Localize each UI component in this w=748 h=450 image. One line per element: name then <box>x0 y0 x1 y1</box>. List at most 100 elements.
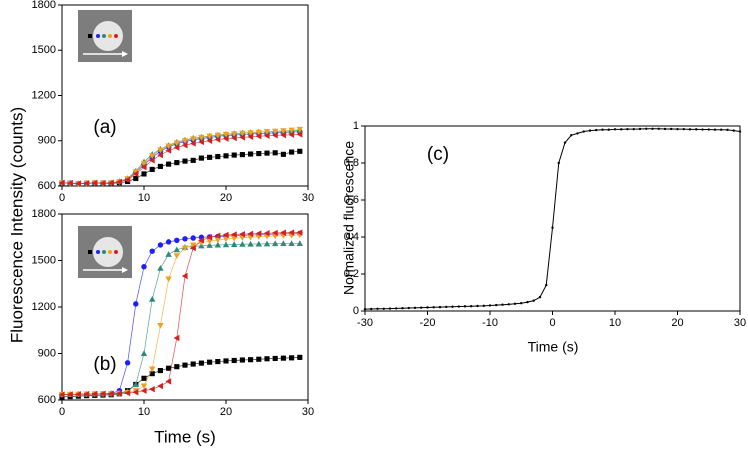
marker <box>157 242 164 248</box>
marker <box>75 180 81 187</box>
marker <box>214 136 221 143</box>
marker <box>513 302 517 305</box>
x-tick-label: 0 <box>59 192 65 204</box>
marker <box>297 148 303 154</box>
series <box>58 131 303 187</box>
marker <box>476 304 479 308</box>
marker <box>438 305 442 309</box>
marker <box>239 152 245 158</box>
y-tick-label: 0.6 <box>344 194 359 206</box>
marker <box>426 306 429 309</box>
panel-label: (c) <box>427 144 449 165</box>
marker <box>140 160 148 167</box>
marker <box>595 128 598 132</box>
marker <box>247 133 254 141</box>
marker <box>181 142 188 149</box>
marker <box>296 240 303 247</box>
marker <box>207 154 213 160</box>
x-tick-label: -30 <box>357 317 373 329</box>
marker <box>363 307 367 311</box>
marker <box>280 229 286 236</box>
series <box>363 127 742 311</box>
marker <box>445 305 448 309</box>
marker <box>181 245 189 252</box>
y-tick-label: 0.8 <box>344 157 359 169</box>
marker <box>272 128 279 135</box>
marker <box>149 385 155 393</box>
marker <box>190 140 196 147</box>
y-tick-label: 1200 <box>32 89 56 101</box>
x-tick-label: 30 <box>302 406 314 418</box>
marker <box>247 230 254 238</box>
marker <box>538 295 542 299</box>
marker <box>99 179 106 187</box>
marker <box>222 131 230 138</box>
marker <box>707 128 710 131</box>
x-tick-label: 10 <box>138 192 150 204</box>
marker <box>174 160 180 166</box>
marker <box>132 381 139 388</box>
x-tick-label: 20 <box>220 192 232 204</box>
x-axis-title: Time (s) <box>154 427 216 446</box>
inset-a <box>78 10 132 62</box>
marker <box>206 137 213 144</box>
marker <box>231 152 237 158</box>
marker <box>140 163 147 171</box>
panel-label: (a) <box>93 117 116 138</box>
marker <box>149 157 155 164</box>
marker <box>174 237 180 244</box>
marker <box>157 151 163 159</box>
marker <box>289 149 295 155</box>
marker <box>557 161 560 165</box>
marker <box>239 230 245 238</box>
marker <box>263 132 270 139</box>
marker <box>198 237 204 244</box>
marker <box>215 359 221 365</box>
marker <box>223 153 229 159</box>
y-tick-label: 0.4 <box>344 231 359 243</box>
marker <box>206 242 213 248</box>
marker <box>272 240 279 247</box>
marker <box>272 150 278 156</box>
marker <box>190 361 196 367</box>
marker <box>576 132 579 135</box>
marker <box>280 151 286 157</box>
marker <box>190 235 196 241</box>
series-line <box>61 150 300 185</box>
marker <box>701 128 704 131</box>
marker <box>695 128 698 131</box>
marker <box>288 229 295 236</box>
y-tick-label: 1200 <box>32 301 56 313</box>
series-line <box>61 130 300 184</box>
x-tick-label: 10 <box>609 317 621 329</box>
marker <box>726 128 729 132</box>
marker <box>140 383 148 390</box>
marker <box>124 389 131 397</box>
y-tick-label: 900 <box>38 135 56 147</box>
marker <box>255 230 262 237</box>
marker <box>231 134 237 142</box>
series <box>58 229 303 398</box>
marker <box>420 306 423 309</box>
marker <box>248 151 254 157</box>
y-tick-label: 900 <box>38 347 56 359</box>
marker <box>149 366 156 373</box>
marker <box>231 231 237 238</box>
marker <box>141 375 147 381</box>
marker <box>495 303 498 307</box>
marker <box>182 158 188 164</box>
panel-label: (b) <box>93 354 116 375</box>
marker <box>174 364 180 370</box>
marker <box>676 127 679 131</box>
marker <box>657 127 660 130</box>
marker <box>132 169 139 175</box>
marker <box>133 301 139 307</box>
marker <box>507 303 510 306</box>
marker <box>83 180 90 187</box>
y-tick-label: 1500 <box>32 44 56 56</box>
marker <box>190 136 197 143</box>
marker <box>157 323 164 329</box>
marker <box>296 131 303 138</box>
marker <box>67 179 73 187</box>
